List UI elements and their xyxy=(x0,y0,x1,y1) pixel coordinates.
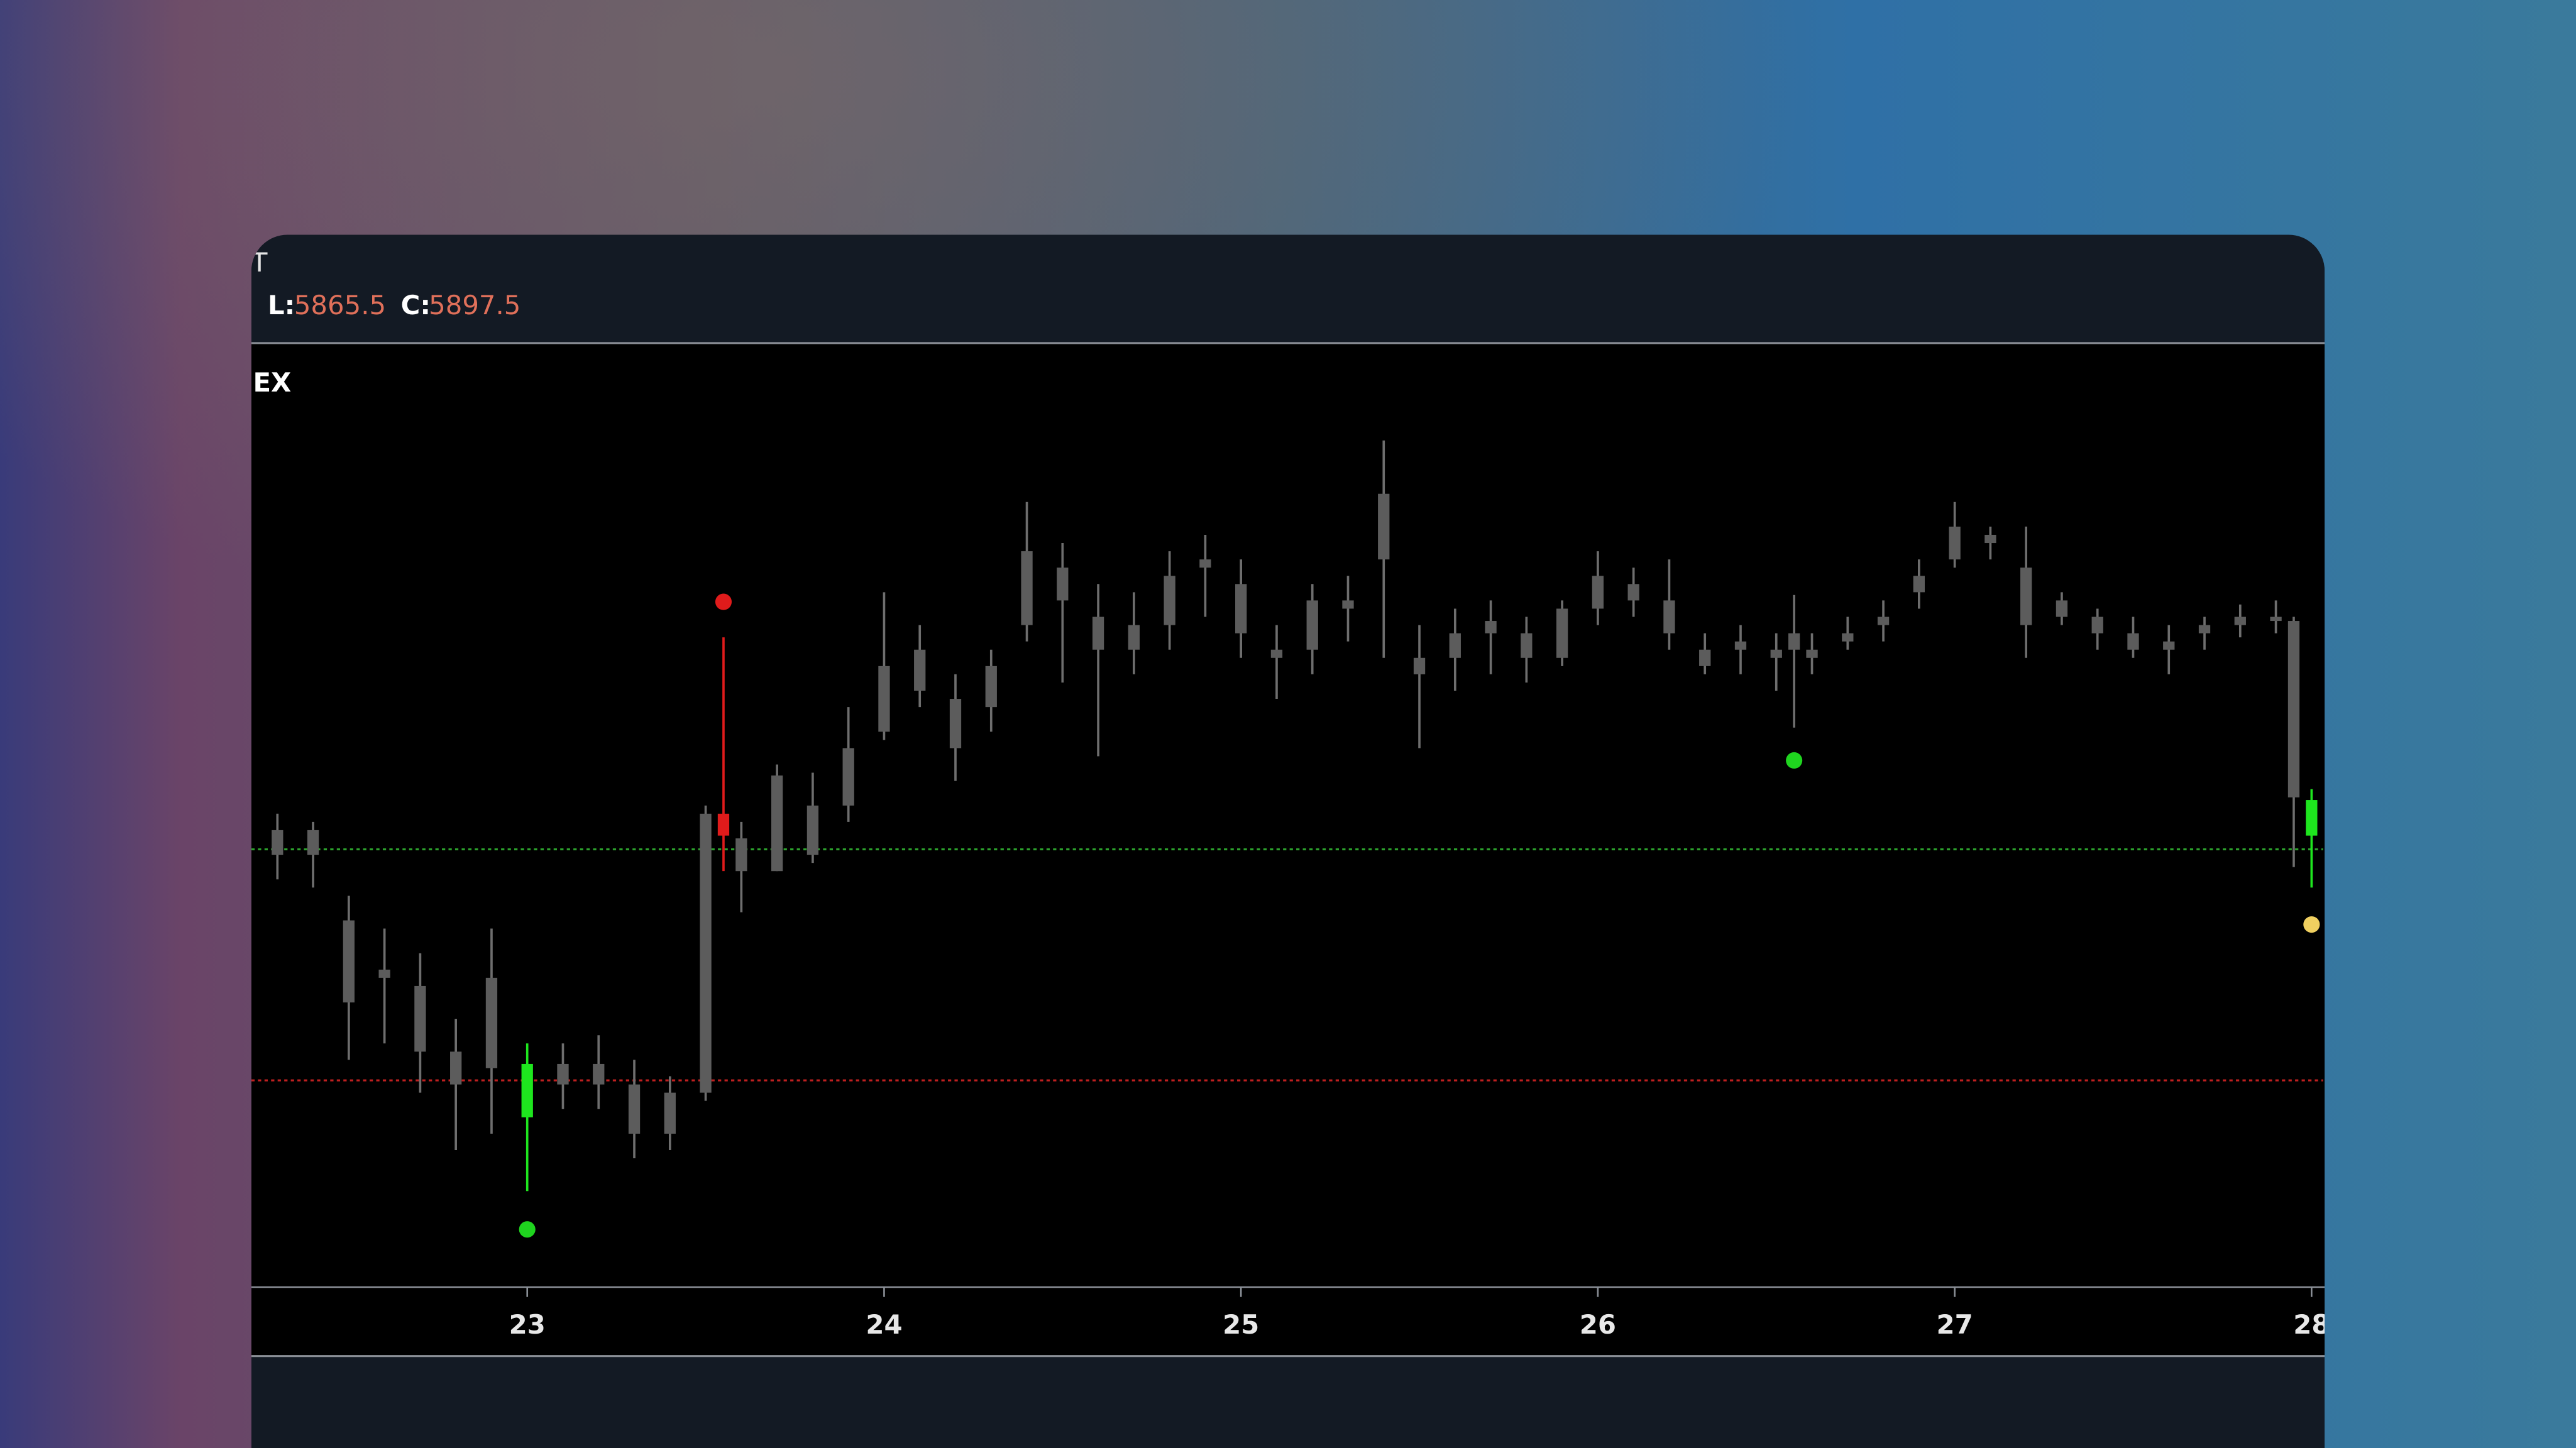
close-label: C: xyxy=(401,290,431,321)
candle-body xyxy=(1164,576,1175,625)
candle-body xyxy=(1057,568,1069,601)
candle-body xyxy=(485,977,498,1068)
candle-body xyxy=(842,748,854,806)
signal-dot xyxy=(519,1221,536,1238)
candle-body xyxy=(2234,617,2246,625)
candle-body xyxy=(1128,625,1140,650)
candle-body xyxy=(1306,600,1318,650)
x-tick-label: 25 xyxy=(1223,1309,1259,1340)
candle-body xyxy=(1699,649,1711,666)
candle-body xyxy=(628,1084,641,1134)
candle-body xyxy=(2056,600,2068,617)
candle-body xyxy=(1592,576,1604,609)
candle-body xyxy=(985,666,997,708)
candle-body xyxy=(343,920,355,1003)
candle-body xyxy=(878,666,890,732)
x-tick-label: 23 xyxy=(509,1309,546,1340)
candle-body xyxy=(414,985,426,1052)
chart-area xyxy=(251,343,2325,1356)
candle-body xyxy=(2306,800,2318,836)
candle-body xyxy=(664,1092,676,1134)
candle-body xyxy=(1556,608,1568,658)
candle-body xyxy=(1949,526,1961,560)
candle-body xyxy=(735,838,747,872)
candle-body xyxy=(806,805,819,855)
candle-body xyxy=(717,813,730,836)
candle-body xyxy=(700,813,712,1093)
candle-body xyxy=(1877,617,1890,625)
chart-window: T L: 5865.5 C: 5897.5 EX 23 24 25 26 27 28 xyxy=(251,234,2330,1448)
candle-body xyxy=(1199,559,1211,568)
candle-body xyxy=(272,830,283,855)
candle-body xyxy=(1449,633,1461,658)
candle-body xyxy=(949,699,962,749)
signal-dot xyxy=(1786,752,1803,769)
candle-body xyxy=(914,649,926,691)
candle-body xyxy=(2198,625,2211,634)
x-tick-label: 28 xyxy=(2293,1309,2330,1340)
candle-body xyxy=(1235,584,1247,634)
candle-body xyxy=(450,1051,462,1085)
low-value: 5865.5 xyxy=(294,290,386,321)
candle-body xyxy=(1788,633,1800,650)
candle-body xyxy=(307,830,319,855)
candle-body xyxy=(1092,617,1104,650)
x-tick-label: 26 xyxy=(1580,1309,1616,1340)
candle-body xyxy=(1913,576,1925,593)
low-label: L: xyxy=(268,290,295,321)
candle-body xyxy=(1413,657,1426,674)
candle-body xyxy=(771,775,783,872)
signal-dot xyxy=(715,593,732,610)
candle-body xyxy=(1842,633,1854,642)
candle-body xyxy=(1984,534,1996,544)
candle-body xyxy=(1342,600,1354,609)
candle-body xyxy=(1806,649,1818,658)
candle-body xyxy=(557,1063,569,1085)
x-tick-label: 24 xyxy=(866,1309,902,1340)
signal-dot xyxy=(2303,916,2320,933)
instrument-label: EX xyxy=(253,367,291,398)
candle-body xyxy=(2020,568,2032,625)
candle-body xyxy=(1270,649,1283,658)
candle-body xyxy=(2163,641,2175,650)
close-value: 5897.5 xyxy=(429,290,520,321)
candle-body xyxy=(1021,551,1033,625)
candle-body xyxy=(2287,621,2300,798)
candle-body xyxy=(1485,621,1497,634)
candle-body xyxy=(1663,600,1675,634)
candle-body xyxy=(2127,633,2139,650)
x-tick-label: 27 xyxy=(1937,1309,1973,1340)
candle-body xyxy=(1521,633,1533,658)
candle-body xyxy=(1734,641,1747,650)
candle-body xyxy=(1378,493,1390,560)
candle-body xyxy=(378,969,390,978)
candle-body xyxy=(593,1063,605,1085)
candle-body xyxy=(1627,584,1639,601)
candle-body xyxy=(2091,617,2103,634)
candle-body xyxy=(2270,617,2282,622)
candle-body xyxy=(1770,649,1782,658)
candle-body xyxy=(521,1063,533,1117)
